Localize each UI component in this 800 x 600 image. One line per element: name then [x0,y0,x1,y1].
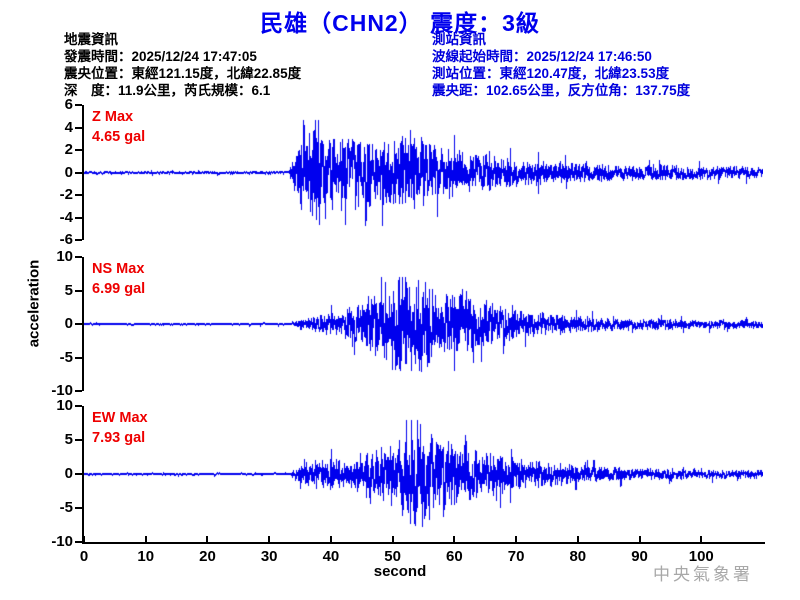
x-axis-title: second [373,563,427,580]
y-tick-label: 2 [64,141,73,158]
y-axis-tick [75,239,82,241]
channel-max-label-ew: EW Max 7.93 gal [92,408,148,448]
y-axis-tick [75,439,82,441]
y-tick-label: 5 [64,281,73,299]
y-axis-tick [75,473,82,475]
x-tick-label: 0 [79,548,89,565]
x-tick-label: 80 [569,548,587,565]
y-axis-tick [75,104,82,106]
y-axis-tick [75,323,82,325]
channel-name-z: Z Max [92,109,134,125]
y-tick-label: -4 [59,208,73,226]
y-tick-label: 5 [64,431,73,448]
station-location: 測站位置：東經120.47度，北緯23.53度 [432,66,670,81]
channel-max-value-z: 4.65 gal [92,129,146,145]
y-axis-tick [75,216,82,219]
y-axis-line [82,406,84,542]
x-tick-label: 10 [137,548,155,565]
agency-watermark: 中央氣象署 [653,565,753,585]
channel-max-value-ns: 6.99 gal [92,281,146,297]
y-axis-tick [75,171,82,174]
y-axis-tick [75,126,82,129]
x-tick-label: 30 [260,548,278,565]
x-tick-label: 20 [199,548,216,565]
trace-z [84,105,763,240]
y-axis-line [82,257,84,391]
y-tick-label: -10 [51,382,73,399]
station-distance-azimuth: 震央距：102.65公里，反方位角：137.75度 [432,83,691,98]
earthquake-depth-magnitude: 深 度：11.9公里，芮氏規模：6.1 [64,83,271,98]
y-tick-label: 0 [64,315,73,332]
y-axis-tick [75,356,82,359]
station-info-heading: 測站資訊 [432,32,486,47]
channel-max-value-ew: 7.93 gal [92,430,146,446]
y-axis-tick [75,149,82,151]
y-tick-label: -6 [59,231,73,248]
earthquake-info: 地震資訊 發震時間：2025/12/24 17:47:05 震央位置：東經121… [64,31,301,99]
earthquake-origin-time: 發震時間：2025/12/24 17:47:05 [64,49,257,64]
y-axis-tick [75,541,82,543]
x-tick-label: 70 [507,548,525,565]
y-axis-tick [75,405,82,407]
channel-max-label-z: Z Max 4.65 gal [92,107,145,147]
x-tick-label: 50 [384,548,401,565]
trace-ns [84,257,763,391]
y-tick-label: -2 [59,186,73,203]
y-axis-tick [75,507,82,509]
y-tick-label: 6 [64,96,73,113]
station-wave-start-time: 波線起始時間：2025/12/24 17:46:50 [432,49,652,64]
y-tick-label: 10 [56,397,73,414]
x-tick-label: 60 [446,548,463,565]
y-tick-label: 4 [64,118,73,136]
y-tick-label: 10 [56,248,73,265]
channel-max-label-ns: NS Max 6.99 gal [92,259,145,299]
y-axis-tick [75,194,82,196]
y-tick-label: -5 [59,348,73,366]
y-tick-label: 0 [64,465,73,482]
x-tick-label: 100 [688,548,714,565]
station-info: 測站資訊 波線起始時間：2025/12/24 17:46:50 測站位置：東經1… [432,31,690,99]
y-tick-label: -5 [59,499,73,516]
channel-name-ns: NS Max [92,261,145,277]
x-tick-label: 40 [322,548,340,565]
y-axis-tick [75,289,82,292]
x-tick-label: 90 [631,548,648,565]
trace-ew [84,406,763,542]
y-axis-line [82,105,84,240]
y-axis-tick [75,256,82,258]
x-axis-line [82,542,765,544]
y-axis-tick [75,390,82,392]
page-title: 民雄（CHN2） 震度：3級 [260,10,540,36]
earthquake-epicenter: 震央位置：東經121.15度，北緯22.85度 [64,66,302,81]
y-tick-label: 0 [64,163,73,181]
channel-name-ew: EW Max [92,410,148,426]
earthquake-info-heading: 地震資訊 [64,32,118,47]
y-tick-label: -10 [51,533,73,550]
